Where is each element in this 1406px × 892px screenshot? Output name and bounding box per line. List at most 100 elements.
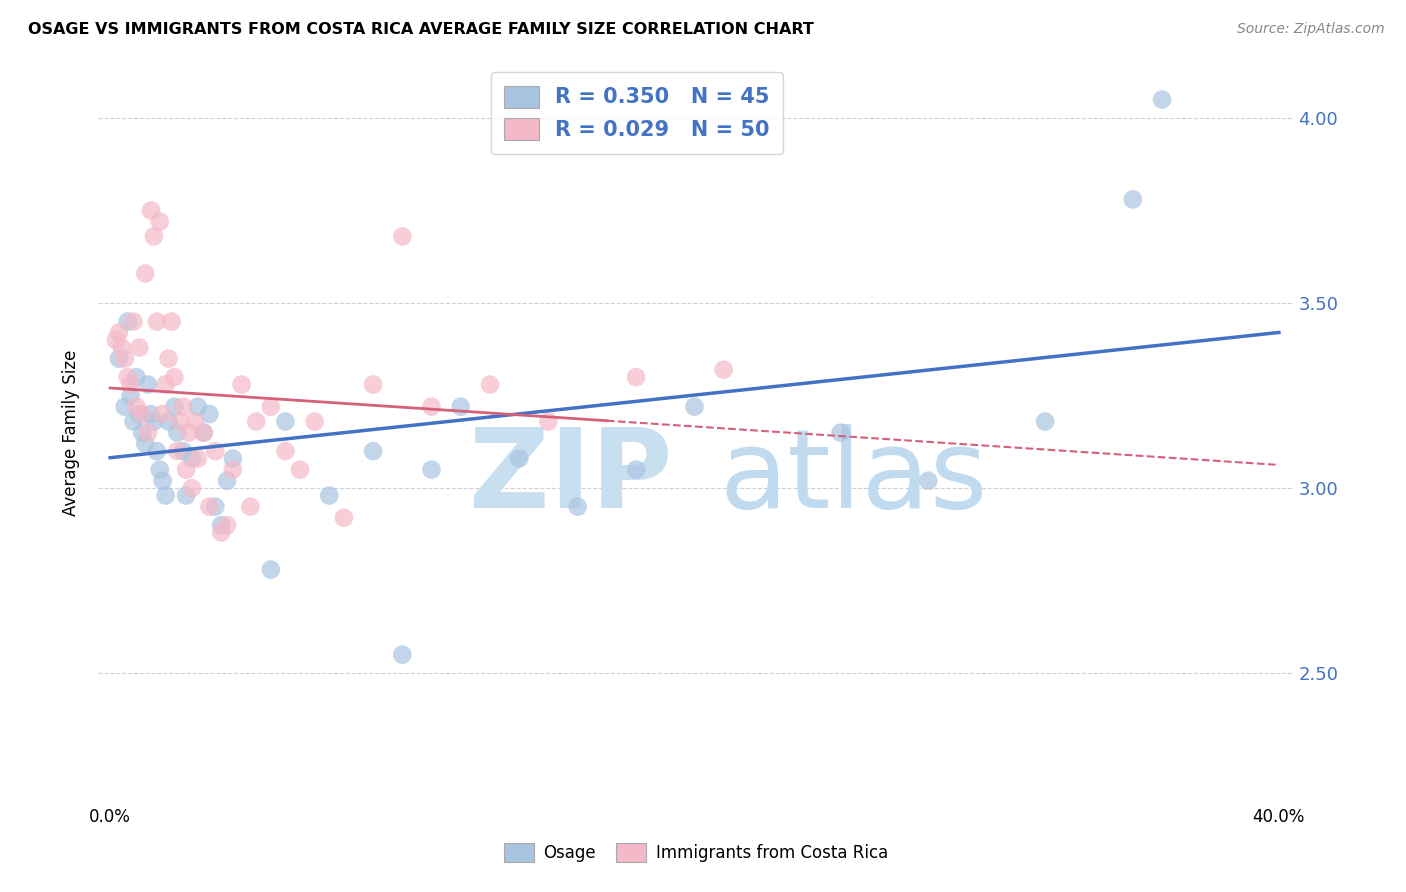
Point <box>142 229 165 244</box>
Text: Source: ZipAtlas.com: Source: ZipAtlas.com <box>1237 22 1385 37</box>
Point <box>184 415 207 429</box>
Point <box>166 444 188 458</box>
Point <box>304 415 326 429</box>
Point <box>361 377 384 392</box>
Point <box>157 351 180 366</box>
Point <box>274 444 297 458</box>
Point <box>683 400 706 414</box>
Point <box>450 400 472 414</box>
Point <box>117 314 139 328</box>
Point <box>193 425 215 440</box>
Point <box>209 525 232 540</box>
Point <box>114 400 136 414</box>
Point <box>420 462 443 476</box>
Point <box>125 370 148 384</box>
Point <box>215 518 238 533</box>
Point <box>713 362 735 376</box>
Point <box>288 462 311 476</box>
Point <box>108 326 131 340</box>
Point <box>917 474 939 488</box>
Point <box>478 377 501 392</box>
Point <box>204 500 226 514</box>
Point <box>318 489 340 503</box>
Point <box>172 444 194 458</box>
Point <box>198 407 221 421</box>
Point <box>146 444 169 458</box>
Point <box>157 415 180 429</box>
Point <box>420 400 443 414</box>
Point <box>260 563 283 577</box>
Point <box>391 648 413 662</box>
Point <box>128 341 150 355</box>
Point <box>172 400 194 414</box>
Point <box>624 370 647 384</box>
Point <box>231 377 253 392</box>
Point <box>134 267 156 281</box>
Point <box>181 481 204 495</box>
Point <box>193 425 215 440</box>
Point <box>222 451 245 466</box>
Point <box>155 377 177 392</box>
Point <box>120 377 142 392</box>
Point <box>198 500 221 514</box>
Point <box>209 518 232 533</box>
Point <box>830 425 852 440</box>
Point <box>169 415 191 429</box>
Point <box>624 462 647 476</box>
Point <box>139 203 162 218</box>
Point <box>1033 415 1056 429</box>
Legend: Osage, Immigrants from Costa Rica: Osage, Immigrants from Costa Rica <box>496 836 896 869</box>
Point <box>142 415 165 429</box>
Point <box>149 214 172 228</box>
Point <box>111 341 134 355</box>
Text: ZIP: ZIP <box>468 424 672 531</box>
Point <box>204 444 226 458</box>
Point <box>134 436 156 450</box>
Point <box>104 333 127 347</box>
Point <box>1150 92 1173 106</box>
Point <box>136 377 159 392</box>
Point <box>122 314 145 328</box>
Point <box>149 462 172 476</box>
Point <box>160 314 183 328</box>
Point <box>166 425 188 440</box>
Point <box>117 370 139 384</box>
Point <box>163 370 186 384</box>
Point <box>108 351 131 366</box>
Point <box>174 489 197 503</box>
Point <box>131 407 153 421</box>
Point <box>333 510 356 524</box>
Point <box>146 314 169 328</box>
Point <box>187 400 209 414</box>
Text: OSAGE VS IMMIGRANTS FROM COSTA RICA AVERAGE FAMILY SIZE CORRELATION CHART: OSAGE VS IMMIGRANTS FROM COSTA RICA AVER… <box>28 22 814 37</box>
Point <box>136 425 159 440</box>
Point <box>152 474 174 488</box>
Point <box>215 474 238 488</box>
Point <box>131 425 153 440</box>
Point <box>125 400 148 414</box>
Text: atlas: atlas <box>720 424 988 531</box>
Point <box>508 451 530 466</box>
Point <box>274 415 297 429</box>
Point <box>177 425 200 440</box>
Point <box>222 462 245 476</box>
Point <box>155 489 177 503</box>
Point <box>122 415 145 429</box>
Point <box>1122 193 1144 207</box>
Point <box>139 407 162 421</box>
Point <box>567 500 589 514</box>
Point <box>260 400 283 414</box>
Point <box>361 444 384 458</box>
Point <box>174 462 197 476</box>
Point <box>187 451 209 466</box>
Point <box>391 229 413 244</box>
Point <box>181 451 204 466</box>
Point <box>128 407 150 421</box>
Point <box>163 400 186 414</box>
Y-axis label: Average Family Size: Average Family Size <box>62 350 80 516</box>
Point <box>245 415 267 429</box>
Point <box>537 415 560 429</box>
Point <box>114 351 136 366</box>
Point <box>120 389 142 403</box>
Point <box>152 407 174 421</box>
